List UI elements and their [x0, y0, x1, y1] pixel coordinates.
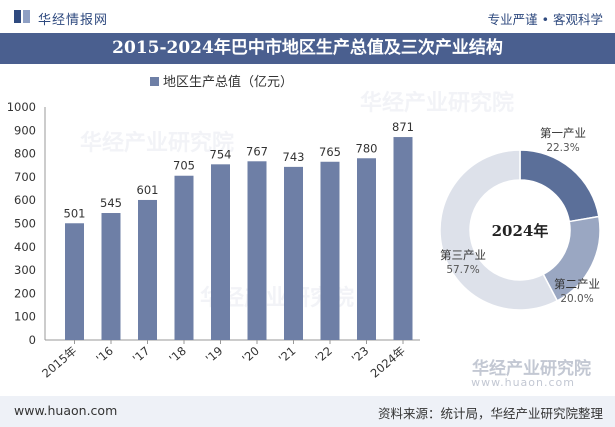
- bar-value-label: 545: [100, 196, 122, 210]
- bar: [284, 166, 303, 340]
- donut-chart: 2024年: [439, 149, 601, 311]
- chart-title: 2015-2024年巴中市地区生产总值及三次产业结构: [0, 33, 615, 64]
- y-tick-label: 300: [14, 263, 36, 277]
- bar: [211, 164, 230, 340]
- y-tick-label: 200: [14, 286, 36, 300]
- bar-value-label: 754: [210, 147, 232, 161]
- brand-name: 华经情报网: [38, 13, 109, 28]
- bar-value-label: 743: [283, 150, 305, 164]
- y-tick-label: 0: [29, 333, 36, 347]
- bar: [247, 161, 267, 340]
- donut-label-secondary: 第二产业 20.0%: [554, 277, 600, 307]
- x-tick-label: '22: [312, 344, 335, 366]
- legend-label: 地区生产总值（亿元）: [163, 75, 294, 90]
- y-tick-label: 100: [14, 310, 36, 324]
- x-tick-label: '21: [276, 344, 299, 366]
- y-tick-label: 800: [14, 147, 36, 161]
- donut-label-tertiary: 第三产业 57.7%: [440, 248, 486, 278]
- bar: [138, 199, 157, 340]
- data-source: 资料来源：统计局，华经产业研究院整理: [377, 406, 603, 421]
- top-bar: 华经情报网 专业严谨 • 客观科学: [0, 0, 615, 33]
- bar-value-label: 501: [64, 206, 86, 220]
- slogan: 专业严谨 • 客观科学: [487, 12, 603, 27]
- bar-chart: 0 100 200 300 400 500 600 700 800 900 1000 501 2015年…: [7, 100, 420, 381]
- pie-slice: [439, 149, 559, 311]
- x-tick-label: '19: [203, 344, 226, 366]
- logo-icon: [14, 10, 30, 23]
- x-tick-label: '16: [93, 344, 116, 366]
- y-tick-label: 900: [14, 123, 36, 137]
- y-tick-label: 400: [14, 240, 36, 254]
- donut-label-value: 57.7%: [446, 264, 480, 276]
- bar: [357, 158, 376, 340]
- x-tick-label: '18: [166, 344, 189, 366]
- footer-site-link[interactable]: www.huaon.com: [14, 403, 118, 418]
- donut-label-name: 第二产业: [554, 277, 600, 291]
- footer-brand-url: www.huaon.com: [471, 376, 575, 389]
- donut-center-label: 2024年: [492, 222, 549, 240]
- bar: [320, 161, 340, 340]
- bar-value-label: 601: [137, 183, 159, 197]
- footer: www.huaon.com 资料来源：统计局，华经产业研究院整理: [0, 396, 615, 427]
- donut-label-primary: 第一产业 22.3%: [540, 126, 586, 156]
- bar: [393, 137, 413, 340]
- x-tick-label: '23: [349, 344, 372, 366]
- bar: [101, 213, 121, 340]
- bar-value-label: 871: [392, 120, 414, 134]
- y-tick-label: 1000: [7, 100, 36, 114]
- x-tick-label: 2015年: [39, 344, 79, 381]
- donut-label-value: 20.0%: [560, 293, 594, 305]
- y-tick-label: 500: [14, 217, 36, 231]
- x-tick-label: 2024年: [368, 344, 408, 381]
- y-tick-label: 700: [14, 170, 36, 184]
- bar-value-label: 705: [173, 159, 195, 173]
- donut-label-value: 22.3%: [546, 142, 580, 154]
- y-tick-label: 600: [14, 193, 36, 207]
- x-tick-label: '17: [130, 344, 153, 366]
- donut-label-name: 第三产业: [440, 248, 486, 262]
- bar-value-label: 765: [319, 145, 341, 159]
- bar-value-label: 780: [356, 141, 378, 155]
- footer-brand: 华经产业研究院: [472, 359, 591, 379]
- bar: [174, 175, 194, 340]
- pie-slice: [519, 149, 600, 223]
- bar-legend: 地区生产总值（亿元）: [150, 71, 293, 90]
- x-tick-label: '20: [239, 344, 262, 366]
- legend-swatch: [150, 77, 159, 86]
- bar-value-label: 767: [246, 144, 268, 158]
- bar: [65, 223, 84, 340]
- donut-label-name: 第一产业: [540, 126, 586, 140]
